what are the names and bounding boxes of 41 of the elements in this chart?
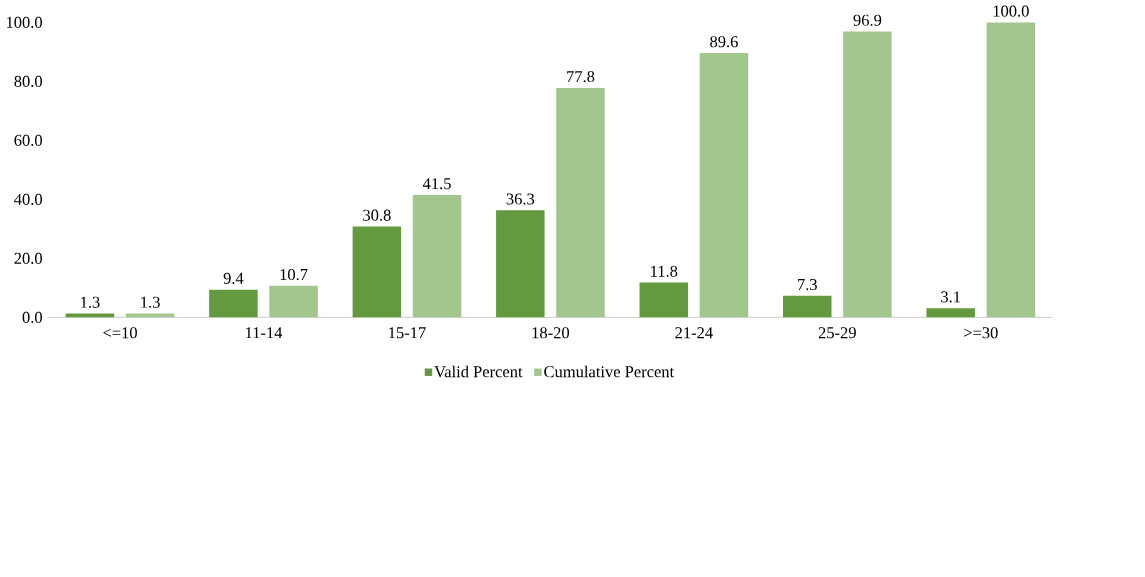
bar [843,31,892,318]
x-tick-label: >=30 [964,327,998,339]
bar [556,87,605,318]
data-label: 89.6 [710,36,738,48]
x-tick-label: 21-24 [675,327,713,339]
bar [352,226,402,318]
bar [209,289,258,318]
data-label: 96.9 [853,14,882,26]
data-label: 77.8 [567,70,595,83]
y-tick-label: 80.0 [14,75,42,87]
data-label: 30.8 [363,209,391,221]
data-label: 36.3 [506,193,535,205]
bar [639,282,689,318]
data-label: 7.3 [798,279,817,291]
y-tick-label: 60.0 [14,134,42,146]
data-label: 1.3 [141,296,160,308]
data-label: 9.4 [223,272,244,284]
data-label: 3.1 [941,291,961,303]
bar [986,22,1036,318]
x-tick-label: 18-20 [532,327,570,339]
x-tick-label: 11-14 [246,327,283,339]
bar [926,308,975,318]
bar [412,194,462,318]
y-tick-label: 40.0 [14,193,42,205]
bar [782,295,832,318]
data-label: 1.3 [81,296,100,308]
legend-label: Valid Percent [434,365,523,378]
bar [699,53,749,318]
data-label: 11.8 [651,265,678,277]
x-tick-label: 25-29 [818,327,856,339]
legend-label: Cumulative Percent [544,365,675,378]
data-label: 10.7 [280,268,308,281]
data-label: 100.0 [993,5,1029,17]
y-tick-label: 20.0 [14,252,42,264]
bar [269,285,318,318]
x-tick-label: 15-17 [389,327,426,339]
y-tick-label: 0.0 [22,311,42,323]
data-label: 41.5 [422,178,451,190]
bar [496,210,545,318]
x-tick-label: <=10 [103,327,137,339]
y-tick-label: 100.0 [6,16,42,28]
